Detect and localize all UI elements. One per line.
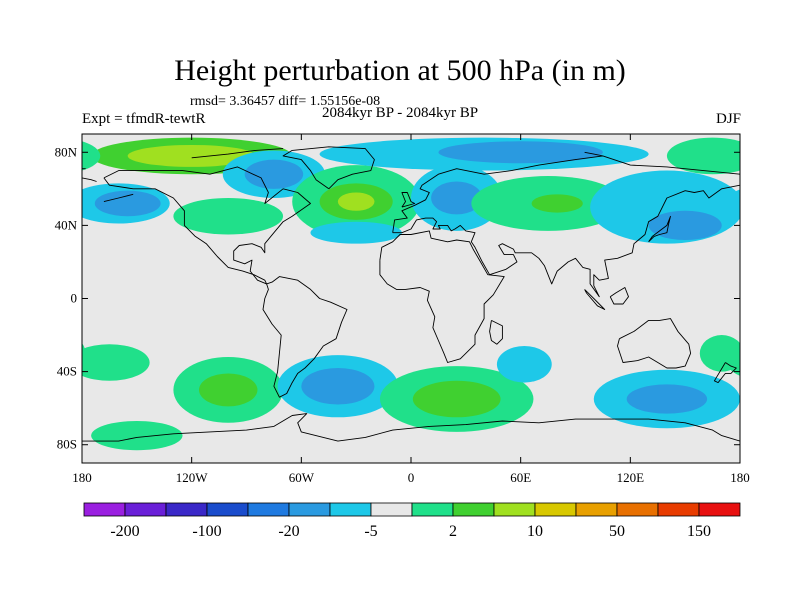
x-tick-label: 0 bbox=[408, 470, 415, 485]
colorbar-swatch bbox=[698, 502, 741, 517]
colorbar-swatch bbox=[493, 502, 536, 517]
contour-patch-29 bbox=[626, 384, 708, 414]
contour-patch-9 bbox=[337, 192, 375, 211]
height-field-contours bbox=[0, 137, 800, 451]
coastline-15 bbox=[713, 362, 737, 384]
colorbar-swatch bbox=[288, 502, 331, 517]
colorbar-swatch bbox=[575, 502, 618, 517]
colorbar: -200 -100 -20 -5 2 10 50 150 bbox=[83, 502, 741, 540]
coastline-17 bbox=[584, 151, 603, 157]
coastline-3 bbox=[82, 177, 97, 182]
contour-patch-18 bbox=[648, 210, 722, 241]
colorbar-swatch bbox=[411, 502, 454, 517]
colorbar-label: 150 bbox=[687, 523, 711, 540]
colorbar-swatch bbox=[165, 502, 208, 517]
x-tick-label: 180 bbox=[730, 470, 750, 485]
contour-patch-31 bbox=[82, 343, 86, 364]
period-label: 2084kyr BP - 2084kyr BP bbox=[321, 105, 479, 121]
rmsd-stats: rmsd= 3.36457 diff= 1.55156e-08 bbox=[190, 94, 381, 109]
colorbar-label: -200 bbox=[110, 523, 139, 540]
colorbar-swatch bbox=[534, 502, 577, 517]
coastlines bbox=[82, 146, 740, 442]
coastline-0 bbox=[103, 166, 311, 285]
coastline-5 bbox=[379, 230, 505, 363]
colorbar-swatch bbox=[247, 502, 290, 517]
contour-patch-16 bbox=[531, 194, 583, 213]
coastline-2 bbox=[392, 155, 740, 233]
contour-patch-27 bbox=[496, 346, 552, 383]
colorbar-label: 50 bbox=[609, 523, 625, 540]
contour-patch-3 bbox=[244, 159, 304, 189]
contour-patch-29 bbox=[0, 384, 49, 413]
x-tick-label: 120W bbox=[176, 470, 209, 485]
colorbar-swatch bbox=[452, 502, 495, 517]
colorbar-swatch bbox=[657, 502, 700, 517]
colorbar-swatch bbox=[370, 502, 413, 517]
colorbar-label: 2 bbox=[449, 523, 457, 540]
x-tick-label: 60E bbox=[510, 470, 531, 485]
contour-patch-20 bbox=[82, 344, 150, 381]
contour-patch-19 bbox=[666, 137, 740, 175]
y-tick-label: 80N bbox=[55, 144, 78, 159]
coastline-9 bbox=[401, 192, 416, 208]
experiment-label: Expt = tfmdR-tewtR bbox=[82, 111, 206, 127]
x-tick-label: 60W bbox=[289, 470, 315, 485]
coastline-4 bbox=[392, 184, 740, 298]
colorbar-label: 10 bbox=[527, 523, 543, 540]
coastline-11 bbox=[584, 289, 606, 310]
contour-patch-0 bbox=[749, 138, 800, 175]
contour-patch-5 bbox=[753, 191, 800, 217]
map-title: Height perturbation at 500 hPa (in m) bbox=[174, 54, 626, 87]
coastline-13 bbox=[82, 413, 740, 442]
y-tick-label: 80S bbox=[57, 437, 77, 452]
contour-patch-19 bbox=[82, 141, 101, 171]
contour-patch-10 bbox=[310, 221, 402, 244]
colorbar-swatch bbox=[329, 502, 372, 517]
x-tick-label: 180 bbox=[72, 470, 92, 485]
y-tick-label: 0 bbox=[71, 291, 78, 306]
contour-patch-5 bbox=[94, 190, 161, 217]
coastline-10 bbox=[648, 215, 671, 243]
colorbar-label: -100 bbox=[192, 523, 221, 540]
colorbar-swatch bbox=[616, 502, 659, 517]
coastline-12 bbox=[609, 287, 629, 305]
colorbar-swatch bbox=[206, 502, 249, 517]
coastline-18 bbox=[191, 148, 284, 159]
contour-patch-30 bbox=[749, 421, 800, 450]
contour-patch-14 bbox=[431, 181, 483, 215]
contour-patch-12 bbox=[438, 141, 603, 164]
coastline-6 bbox=[489, 319, 503, 345]
contour-patch-22 bbox=[198, 373, 258, 407]
coastline-7 bbox=[617, 318, 692, 369]
coastline-14 bbox=[103, 193, 134, 203]
contour-patch-30 bbox=[91, 420, 183, 451]
coastline-8 bbox=[282, 146, 375, 190]
contour-patch-1 bbox=[786, 145, 800, 167]
contour-patch-1 bbox=[127, 144, 256, 167]
contour-patch-31 bbox=[699, 335, 740, 372]
contour-patch-17 bbox=[82, 195, 86, 219]
colorbar-label: -20 bbox=[278, 523, 299, 540]
contour-patch-26 bbox=[412, 380, 501, 418]
contour-patch-6 bbox=[173, 197, 284, 235]
colorbar-swatch bbox=[124, 502, 167, 517]
y-tick-label: 40S bbox=[57, 364, 77, 379]
y-tick-label: 40N bbox=[55, 217, 78, 232]
x-tick-label: 120E bbox=[617, 470, 645, 485]
season-label: DJF bbox=[715, 111, 741, 127]
contour-patch-24 bbox=[301, 367, 375, 405]
map-axes: 180 120W 60W 0 60E 120E 180 80N 40N 0 40S 80S bbox=[55, 134, 750, 485]
colorbar-swatch bbox=[83, 502, 126, 517]
colorbar-label: -5 bbox=[364, 523, 377, 540]
coastline-1 bbox=[262, 276, 348, 398]
